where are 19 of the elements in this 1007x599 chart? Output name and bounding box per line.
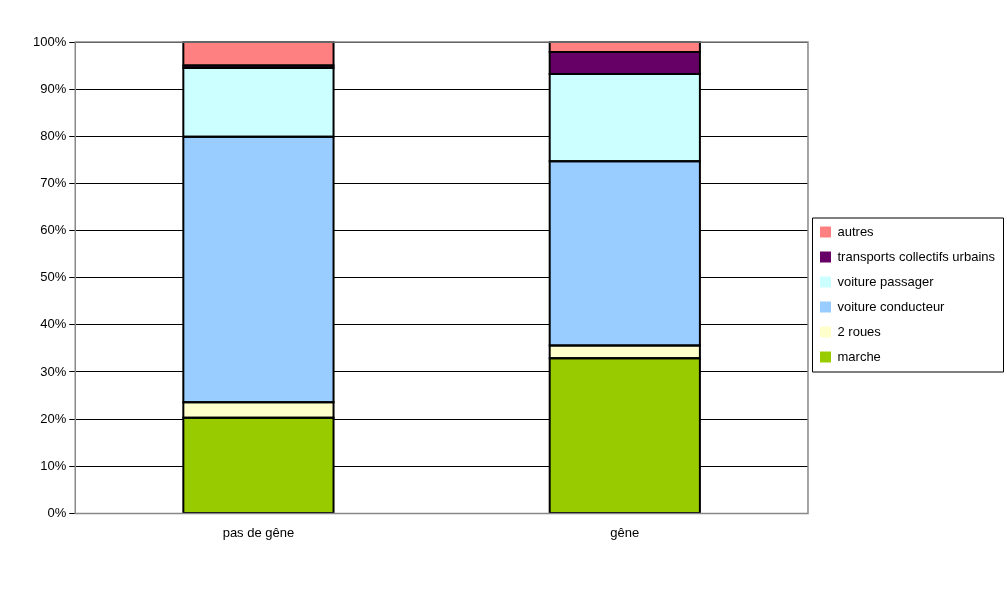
y-tick-label: 30%	[40, 363, 67, 379]
y-tick-label: 20%	[40, 410, 67, 426]
x-tick-label: gêne	[610, 524, 640, 540]
y-tick-label: 100%	[33, 33, 67, 49]
y-tick-label: 50%	[40, 269, 67, 285]
y-tick-label: 10%	[40, 457, 67, 473]
y-tick-label: 80%	[40, 127, 67, 143]
y-tick-label: 90%	[40, 80, 67, 96]
y-tick-label: 40%	[40, 316, 67, 332]
legend-label: voiture conducteur	[837, 298, 946, 314]
legend-label: 2 roues	[837, 323, 882, 339]
legend-label: autres	[837, 223, 875, 239]
legend-label: voiture passager	[837, 273, 935, 289]
legend-label: marche	[837, 348, 881, 364]
x-tick-label: pas de gêne	[222, 524, 295, 540]
y-tick-label: 0%	[47, 504, 67, 520]
legend-label: transports collectifs urbains	[837, 248, 996, 264]
y-tick-label: 60%	[40, 222, 67, 238]
y-tick-label: 70%	[40, 175, 67, 190]
